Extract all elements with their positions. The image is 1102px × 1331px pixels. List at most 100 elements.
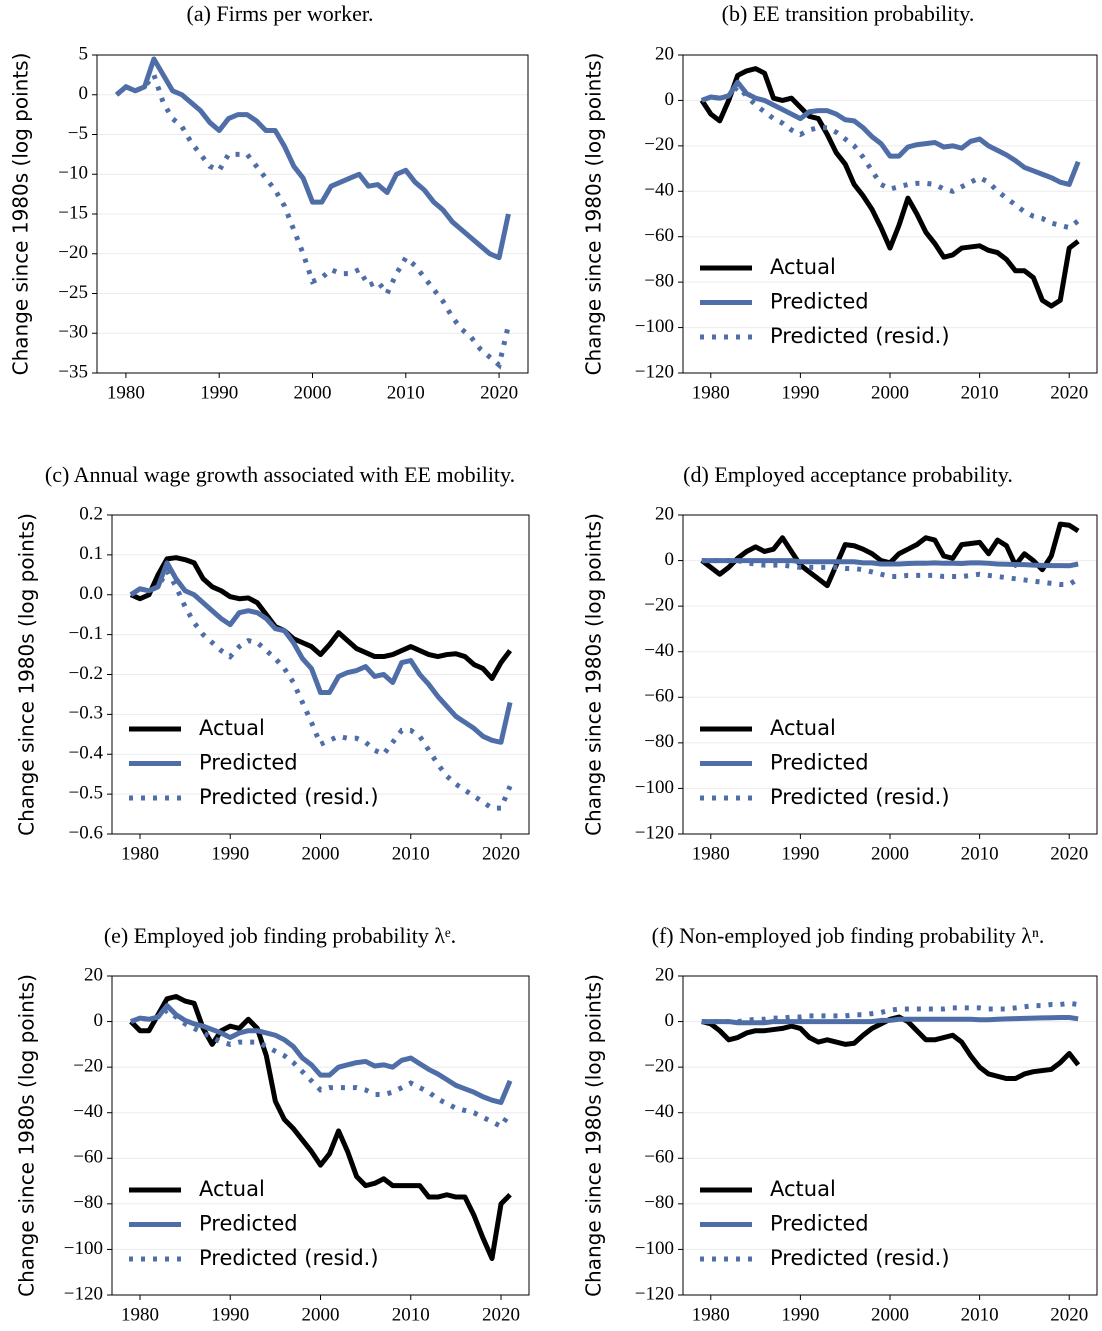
- data-line: [701, 1014, 1081, 1082]
- x-tick-label: 1980: [692, 382, 730, 403]
- y-tick-label: −5: [68, 123, 88, 144]
- x-tick-label: 1980: [692, 843, 730, 864]
- legend-label: Predicted (resid.): [199, 1246, 379, 1270]
- chart-title: (a) Firms per worker.: [187, 1, 374, 26]
- y-tick-label: −120: [635, 361, 674, 382]
- legend-label: Predicted (resid.): [770, 785, 950, 809]
- legend-label: Predicted (resid.): [199, 785, 379, 809]
- y-tick-label: −60: [644, 1147, 674, 1168]
- y-tick-label: 20: [655, 503, 674, 524]
- x-tick-label: 1980: [107, 382, 145, 403]
- y-axis-label: Change since 1980s (log points): [15, 513, 39, 836]
- data-line: [700, 521, 1080, 589]
- x-tick-label: 1990: [781, 843, 819, 864]
- legend-label: Predicted: [199, 751, 298, 775]
- plot-frame: [682, 54, 1098, 374]
- chart-title: (f) Non-employed job finding probability…: [652, 923, 1045, 948]
- legend-label: Predicted: [770, 751, 869, 775]
- x-tick-label: 2020: [480, 382, 518, 403]
- y-tick-label: −80: [73, 1192, 103, 1213]
- y-tick-label: 0: [665, 1010, 675, 1031]
- chart-title: (b) EE transition probability.: [722, 1, 975, 26]
- x-tick-label: 1980: [121, 1304, 159, 1325]
- x-tick-label: 2020: [1050, 382, 1088, 403]
- x-tick-label: 1990: [200, 382, 238, 403]
- y-tick-label: −40: [644, 180, 674, 201]
- y-axis-label: Change since 1980s (log points): [582, 974, 606, 1297]
- y-tick-label: 0: [94, 1010, 104, 1031]
- y-tick-label: −100: [635, 316, 674, 337]
- y-tick-label: −0.3: [69, 703, 103, 724]
- x-tick-label: 1990: [781, 1304, 819, 1325]
- x-tick-label: 2010: [961, 1304, 999, 1325]
- x-tick-label: 1990: [211, 1304, 249, 1325]
- y-tick-label: −60: [644, 225, 674, 246]
- y-tick-label: −120: [635, 822, 674, 843]
- data-line: [701, 558, 1080, 587]
- plot-frame: [111, 975, 530, 1296]
- x-tick-label: 2020: [1050, 843, 1088, 864]
- y-tick-label: −40: [644, 1101, 674, 1122]
- x-tick-label: 1980: [121, 843, 159, 864]
- y-tick-label: −0.4: [69, 743, 104, 764]
- legend-label: Actual: [199, 716, 265, 740]
- legend-label: Predicted: [770, 1212, 869, 1236]
- y-tick-label: 0: [79, 83, 89, 104]
- y-tick-label: 20: [655, 964, 674, 985]
- y-tick-label: −60: [73, 1147, 103, 1168]
- plot-frame: [96, 54, 529, 374]
- y-tick-label: −120: [635, 1283, 674, 1304]
- data-line: [130, 1003, 513, 1105]
- x-tick-label: 2020: [482, 1304, 520, 1325]
- y-tick-label: 5: [79, 43, 89, 64]
- y-axis-label: Change since 1980s (log points): [582, 53, 606, 376]
- y-tick-label: −100: [64, 1238, 103, 1259]
- y-tick-label: 0.0: [79, 583, 103, 604]
- x-tick-label: 1980: [692, 1304, 730, 1325]
- y-tick-label: −80: [644, 271, 674, 292]
- legend-label: Predicted (resid.): [770, 324, 950, 348]
- y-tick-label: −40: [644, 640, 674, 661]
- x-tick-label: 2010: [961, 382, 999, 403]
- y-tick-label: −25: [58, 282, 88, 303]
- legend-label: Actual: [199, 1177, 265, 1201]
- chart-title: (e) Employed job finding probability λᵉ.: [104, 923, 456, 948]
- data-line: [700, 79, 1081, 187]
- y-tick-label: 0.1: [79, 543, 103, 564]
- y-tick-label: 20: [655, 43, 674, 64]
- x-tick-label: 2000: [871, 843, 909, 864]
- y-tick-label: 0: [665, 549, 675, 570]
- y-tick-label: −0.1: [69, 623, 103, 644]
- data-line: [129, 560, 513, 745]
- y-tick-label: −100: [635, 777, 674, 798]
- y-tick-label: −80: [644, 731, 674, 752]
- y-axis-label: Change since 1980s (log points): [9, 53, 33, 376]
- y-tick-label: −30: [58, 322, 88, 343]
- x-tick-label: 2010: [392, 1304, 430, 1325]
- data-line: [701, 558, 1079, 569]
- plot-frame: [682, 514, 1098, 835]
- y-tick-label: 20: [84, 964, 103, 985]
- data-line: [129, 555, 513, 681]
- y-tick-label: −120: [64, 1283, 103, 1304]
- x-tick-label: 1990: [781, 382, 819, 403]
- x-tick-label: 2010: [961, 843, 999, 864]
- x-tick-label: 2000: [302, 843, 340, 864]
- y-tick-label: −80: [644, 1192, 674, 1213]
- y-tick-label: −40: [73, 1101, 103, 1122]
- x-tick-label: 2000: [871, 382, 909, 403]
- y-tick-label: −20: [644, 1056, 674, 1077]
- data-line: [701, 1014, 1079, 1026]
- data-line: [699, 66, 1080, 309]
- legend-label: Predicted: [199, 1212, 298, 1236]
- data-line: [701, 1000, 1079, 1025]
- y-tick-label: −10: [58, 163, 88, 184]
- y-tick-label: −20: [73, 1056, 103, 1077]
- data-line: [129, 994, 512, 1262]
- chart-title: (d) Employed acceptance probability.: [683, 462, 1013, 487]
- x-tick-label: 2010: [387, 382, 425, 403]
- y-tick-label: −20: [644, 134, 674, 155]
- plot-frame: [111, 514, 530, 835]
- y-tick-label: −15: [58, 202, 88, 223]
